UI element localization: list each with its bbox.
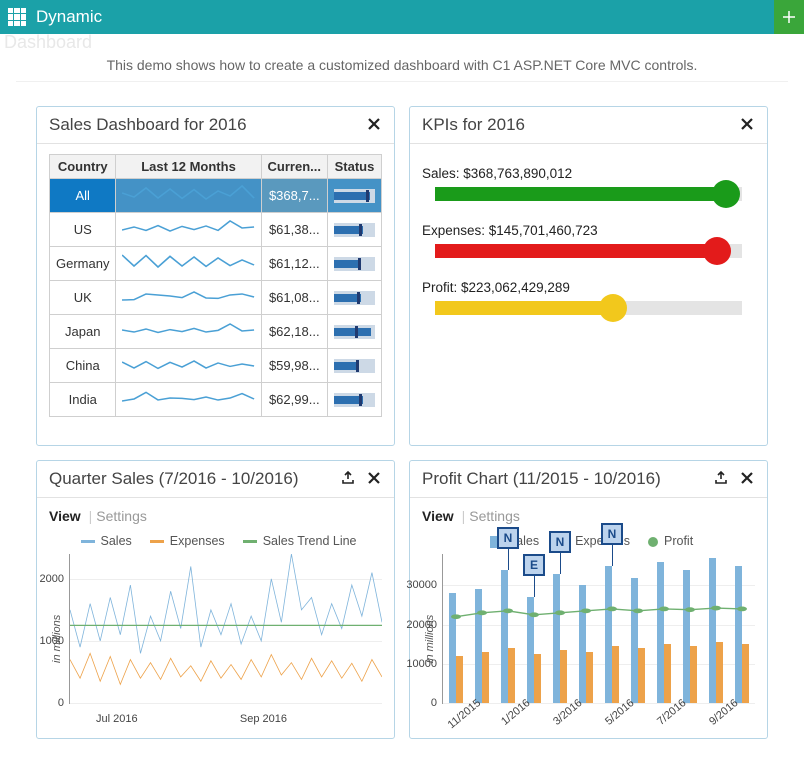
y-tick: 0 (403, 697, 437, 709)
kpi-item: Sales: $368,763,890,012 (422, 166, 755, 201)
menu-grid-icon[interactable] (8, 8, 26, 26)
cell-country: Japan (50, 315, 116, 349)
cell-sparkline (116, 281, 261, 315)
panel-profit-chart: Profit Chart (11/2015 - 10/2016) View|Se… (409, 460, 768, 739)
kpi-label: Sales: $368,763,890,012 (422, 166, 755, 181)
cell-status (328, 349, 382, 383)
cell-country: India (50, 383, 116, 417)
legend-item: Expenses (144, 534, 225, 548)
close-icon[interactable] (366, 116, 382, 135)
cell-status (328, 213, 382, 247)
close-icon[interactable] (739, 116, 755, 135)
kpi-item: Expenses: $145,701,460,723 (422, 223, 755, 258)
table-row[interactable]: Japan $62,18... (50, 315, 382, 349)
cell-current: $59,98... (261, 349, 327, 383)
cell-country: Germany (50, 247, 116, 281)
subnav-settings[interactable]: Settings (469, 508, 520, 524)
callout-box: N (601, 523, 623, 545)
legend-item: Sales Trend Line (237, 534, 357, 548)
table-header[interactable]: Status (328, 155, 382, 179)
table-row[interactable]: UK $61,08... (50, 281, 382, 315)
add-widget-button[interactable] (774, 0, 804, 34)
cell-sparkline (116, 383, 261, 417)
cell-sparkline (116, 179, 261, 213)
table-header[interactable]: Curren... (261, 155, 327, 179)
cell-status (328, 247, 382, 281)
chart-legend: Sales Expenses Sales Trend Line (49, 534, 382, 548)
cell-current: $368,7... (261, 179, 327, 213)
x-tick: Jul 2016 (96, 713, 138, 725)
cell-country: US (50, 213, 116, 247)
sales-table: CountryLast 12 MonthsCurren...Status All… (49, 154, 382, 417)
callout-box: N (497, 527, 519, 549)
cell-sparkline (116, 349, 261, 383)
legend-item: Sales (75, 534, 132, 548)
table-header-row: CountryLast 12 MonthsCurren...Status (50, 155, 382, 179)
app-title: Dynamic (36, 7, 102, 27)
quarter-chart-area: 010002000Jul 2016Sep 2016 (69, 554, 382, 704)
cell-current: $61,08... (261, 281, 327, 315)
y-tick: 2000 (30, 573, 64, 585)
export-icon[interactable] (340, 470, 356, 489)
y-tick: 30000 (403, 579, 437, 591)
chart-legend: SalesExpensesProfit (422, 534, 755, 548)
panel-sales-dashboard: Sales Dashboard for 2016 CountryLast 12 … (36, 106, 395, 446)
panel-subnav: View|Settings (422, 508, 755, 524)
cell-current: $61,38... (261, 213, 327, 247)
panel-title: Sales Dashboard for 2016 (49, 115, 247, 135)
callout-box: E (523, 554, 545, 576)
panel-subnav: View|Settings (49, 508, 382, 524)
table-row[interactable]: India $62,99... (50, 383, 382, 417)
y-tick: 1000 (30, 635, 64, 647)
table-row[interactable]: China $59,98... (50, 349, 382, 383)
subnav-settings[interactable]: Settings (96, 508, 147, 524)
kpi-label: Profit: $223,062,429,289 (422, 280, 755, 295)
table-header[interactable]: Last 12 Months (116, 155, 261, 179)
close-icon[interactable] (739, 470, 755, 489)
table-row[interactable]: US $61,38... (50, 213, 382, 247)
subnav-view[interactable]: View (49, 508, 81, 524)
panel-kpis: KPIs for 2016 Sales: $368,763,890,012 Exp… (409, 106, 768, 446)
legend-item: Profit (642, 534, 693, 548)
cell-sparkline (116, 315, 261, 349)
export-icon[interactable] (713, 470, 729, 489)
cell-country: UK (50, 281, 116, 315)
cell-current: $61,12... (261, 247, 327, 281)
table-row[interactable]: Germany $61,12... (50, 247, 382, 281)
y-tick: 20000 (403, 619, 437, 631)
table-header[interactable]: Country (50, 155, 116, 179)
dashboard-grid: Sales Dashboard for 2016 CountryLast 12 … (0, 82, 804, 763)
ghost-label: Dashboard (0, 32, 804, 53)
cell-country: China (50, 349, 116, 383)
cell-current: $62,18... (261, 315, 327, 349)
panel-title: Profit Chart (11/2015 - 10/2016) (422, 469, 661, 489)
table-row[interactable]: All $368,7... (50, 179, 382, 213)
profit-chart-area: 010000200003000011/20151/20163/20165/201… (442, 554, 755, 704)
intro-text: This demo shows how to create a customiz… (16, 53, 788, 82)
cell-status (328, 281, 382, 315)
cell-country: All (50, 179, 116, 213)
panel-quarter-sales: Quarter Sales (7/2016 - 10/2016) View|Se… (36, 460, 395, 739)
panel-title: Quarter Sales (7/2016 - 10/2016) (49, 469, 298, 489)
x-tick: Sep 2016 (240, 713, 287, 725)
panel-title: KPIs for 2016 (422, 115, 525, 135)
cell-status (328, 383, 382, 417)
topbar: Dynamic (0, 0, 804, 34)
close-icon[interactable] (366, 470, 382, 489)
cell-current: $62,99... (261, 383, 327, 417)
cell-status (328, 315, 382, 349)
cell-sparkline (116, 247, 261, 281)
callout-box: N (549, 531, 571, 553)
y-tick: 0 (30, 697, 64, 709)
kpi-item: Profit: $223,062,429,289 (422, 280, 755, 315)
y-tick: 10000 (403, 658, 437, 670)
kpi-label: Expenses: $145,701,460,723 (422, 223, 755, 238)
cell-status (328, 179, 382, 213)
cell-sparkline (116, 213, 261, 247)
subnav-view[interactable]: View (422, 508, 454, 524)
